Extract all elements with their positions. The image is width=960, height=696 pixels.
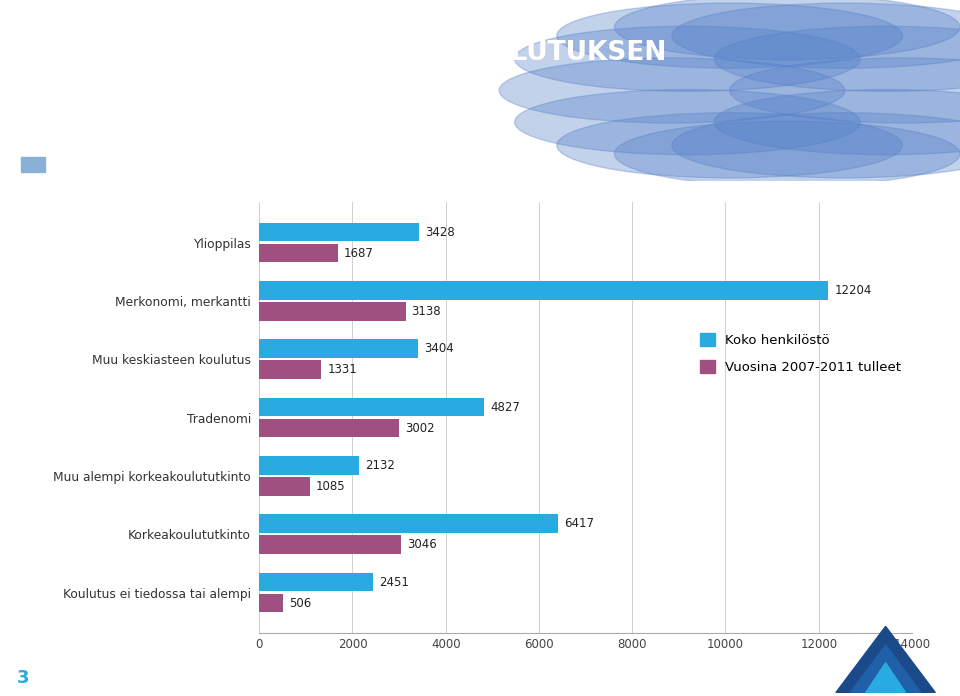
Circle shape <box>614 0 960 60</box>
Text: 3002: 3002 <box>405 422 435 434</box>
Circle shape <box>515 90 860 155</box>
Circle shape <box>557 3 902 68</box>
Circle shape <box>714 26 960 91</box>
Legend: Koko henkilöstö, Vuosina 2007-2011 tulleet: Koko henkilöstö, Vuosina 2007-2011 tulle… <box>696 329 905 378</box>
Bar <box>259 302 405 321</box>
Circle shape <box>614 121 960 187</box>
Polygon shape <box>836 626 935 693</box>
Text: 2132: 2132 <box>365 459 395 472</box>
Bar <box>259 398 484 416</box>
Circle shape <box>672 3 960 68</box>
Bar <box>259 223 420 242</box>
Circle shape <box>499 58 845 123</box>
Text: 4827: 4827 <box>491 401 520 413</box>
Bar <box>259 573 373 592</box>
Text: 6417: 6417 <box>564 517 594 530</box>
Bar <box>259 419 399 437</box>
Text: 3046: 3046 <box>407 538 437 551</box>
Text: MUKAAN 2011: MUKAAN 2011 <box>21 112 234 139</box>
Text: 2451: 2451 <box>379 576 409 589</box>
Text: 506: 506 <box>289 596 311 610</box>
Bar <box>259 594 283 612</box>
Circle shape <box>730 58 960 123</box>
Text: 3404: 3404 <box>424 342 454 355</box>
Bar <box>21 157 45 172</box>
Bar <box>259 477 310 496</box>
Bar <box>259 340 418 358</box>
Bar <box>259 244 338 262</box>
Polygon shape <box>866 663 905 693</box>
Text: 1085: 1085 <box>316 480 346 493</box>
Bar <box>259 514 559 533</box>
Bar <box>259 361 322 379</box>
Text: 12204: 12204 <box>834 284 872 297</box>
Text: FINANSSIALAN HENKILÖSTÖ KOULUTUKSEN: FINANSSIALAN HENKILÖSTÖ KOULUTUKSEN <box>21 40 666 66</box>
Circle shape <box>515 26 860 91</box>
Bar <box>259 281 828 300</box>
Circle shape <box>672 113 960 178</box>
Circle shape <box>557 113 902 178</box>
Polygon shape <box>851 645 921 693</box>
Bar <box>259 535 401 554</box>
Text: 3428: 3428 <box>425 226 455 239</box>
Text: 3: 3 <box>17 670 30 688</box>
Circle shape <box>714 90 960 155</box>
Text: 3138: 3138 <box>412 305 442 318</box>
Text: 1687: 1687 <box>344 246 373 260</box>
Bar <box>259 456 359 475</box>
Text: 1331: 1331 <box>327 363 357 377</box>
